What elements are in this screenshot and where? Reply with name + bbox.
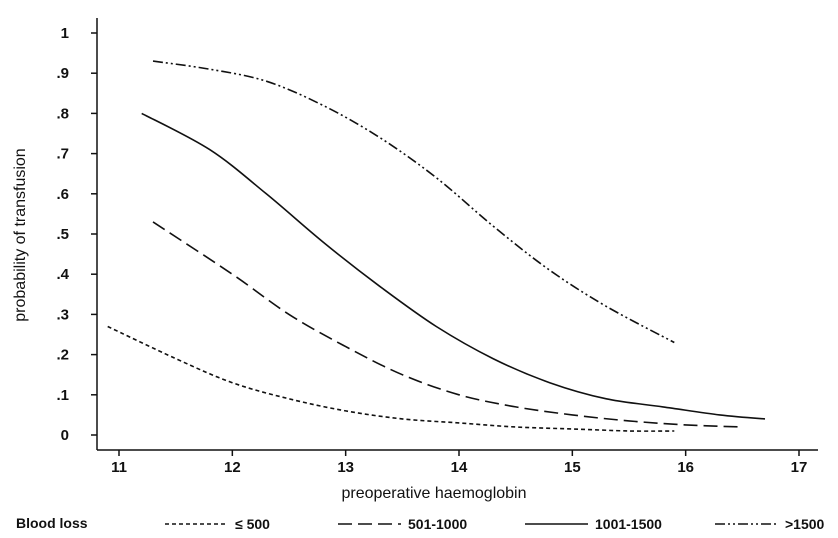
y-tick-label: 0 [61, 427, 69, 444]
y-tick-label: .5 [56, 226, 69, 243]
y-axis-title: probability of transfusion [12, 148, 29, 321]
y-tick-label: .2 [56, 347, 69, 364]
x-ticks: 11 12 13 14 15 16 17 [111, 450, 807, 476]
y-tick-label: .3 [56, 306, 69, 323]
y-ticks: 0 .1 .2 .3 .4 .5 .6 .7 .8 .9 1 [56, 25, 97, 444]
legend-label-3: 1001-1500 [595, 516, 662, 532]
x-axis-title: preoperative haemoglobin [341, 485, 526, 502]
y-tick-label: .6 [56, 186, 69, 203]
x-tick-label: 13 [337, 459, 354, 476]
y-tick-label: .1 [56, 387, 69, 404]
y-tick-label: .8 [56, 105, 69, 122]
y-tick-label: .9 [56, 65, 69, 82]
axes [96, 18, 818, 451]
legend-label-2: 501-1000 [408, 516, 467, 532]
x-tick-label: 16 [677, 459, 694, 476]
x-tick-label: 14 [451, 459, 468, 476]
legend-label-1: ≤ 500 [235, 516, 270, 532]
y-tick-label: .4 [56, 266, 69, 283]
legend: Blood loss ≤ 500 501-1000 1001-1500 >1500 [16, 515, 825, 532]
series-line-1 [107, 325, 675, 432]
y-tick-label: 1 [61, 25, 69, 42]
series-line-3 [141, 112, 766, 420]
x-tick-label: 15 [564, 459, 581, 476]
series-line-2 [152, 221, 743, 428]
legend-label-4: >1500 [785, 516, 825, 532]
series-layer [107, 60, 766, 432]
x-tick-label: 17 [791, 459, 808, 476]
y-tick-label: .7 [56, 146, 69, 163]
legend-title: Blood loss [16, 515, 88, 531]
series-line-4 [152, 60, 675, 344]
x-tick-label: 11 [111, 459, 127, 476]
x-tick-label: 12 [224, 459, 241, 476]
